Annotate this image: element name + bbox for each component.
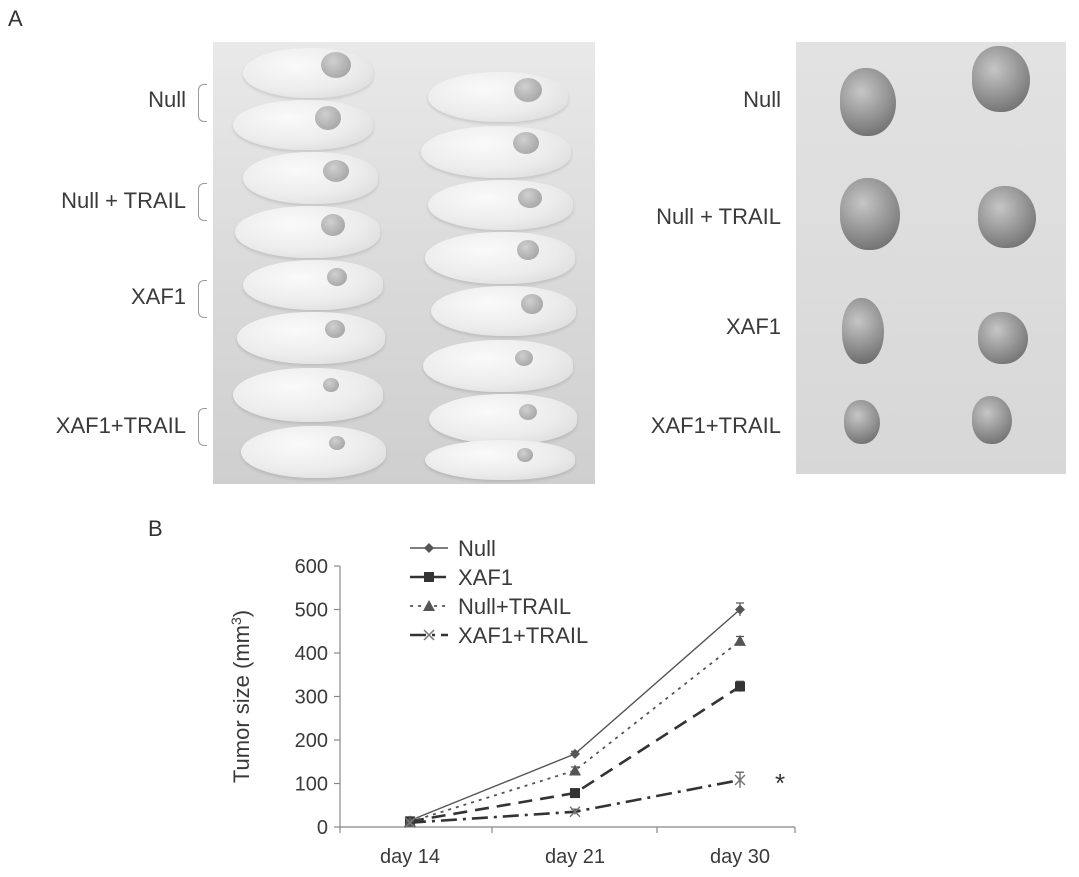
legend-marker <box>423 600 435 611</box>
legend-marker <box>424 572 434 582</box>
series-line-0 <box>409 608 741 822</box>
y-tick-label: 400 <box>295 643 328 665</box>
tumor-label-xaf1: XAF1 <box>725 314 781 339</box>
y-tick-label: 0 <box>317 817 328 839</box>
x-tick-label: day 14 <box>380 846 440 868</box>
mouse <box>237 312 385 364</box>
tumor <box>840 178 900 250</box>
y-tick-label: 100 <box>295 774 328 796</box>
brace-xaf1-trail <box>198 408 207 446</box>
panel-b-label: B <box>148 516 163 541</box>
data-point <box>734 634 746 646</box>
tumor <box>978 312 1028 364</box>
mouse <box>243 260 383 310</box>
y-axis-label: Tumor size (mm3) <box>228 610 254 783</box>
mice-label-null-trail: Null + TRAIL <box>61 188 186 213</box>
mouse <box>235 206 380 258</box>
series-line-1 <box>409 685 741 823</box>
brace-null-trail <box>198 183 207 221</box>
mice-photo <box>213 42 595 484</box>
mice-label-xaf1-trail: XAF1+TRAIL <box>55 413 186 438</box>
x-tick-label: day 30 <box>710 846 770 868</box>
data-point <box>735 604 745 615</box>
data-point <box>405 816 415 827</box>
chart-legend: Null XAF1 Null+TRAIL XAF1+TRAIL <box>410 536 588 648</box>
x-tick-label: day 21 <box>545 846 605 868</box>
mouse <box>429 394 577 444</box>
brace-null <box>198 84 207 122</box>
legend-entry: Null <box>458 536 496 561</box>
mouse <box>423 340 573 392</box>
data-point <box>405 815 415 826</box>
data-point <box>569 764 581 776</box>
data-point <box>570 788 580 799</box>
data-point <box>569 806 581 818</box>
tumor <box>978 186 1036 248</box>
legend-marker <box>424 543 434 553</box>
mouse <box>243 48 373 98</box>
chart-series-lines: * <box>404 602 785 829</box>
tumor <box>844 400 880 444</box>
mice-label-xaf1: XAF1 <box>130 284 186 309</box>
data-point <box>404 815 416 827</box>
chart-axes: 0 100 200 300 400 500 600 day 14 day 21 day 30 Tum… <box>228 556 796 868</box>
tumor <box>840 68 896 136</box>
mouse <box>243 152 378 204</box>
data-point <box>404 817 416 829</box>
mouse <box>233 368 383 422</box>
mouse <box>233 100 373 150</box>
tumor <box>842 298 884 364</box>
y-tick-label: 500 <box>295 600 328 622</box>
y-tick-label: 300 <box>295 687 328 709</box>
mouse <box>431 286 576 336</box>
tumor-photo <box>796 42 1066 474</box>
data-point <box>734 774 746 786</box>
legend-entry: Null+TRAIL <box>458 594 571 619</box>
significance-annotation: * <box>775 768 785 798</box>
legend-entry: XAF1+TRAIL <box>458 623 588 648</box>
mouse <box>421 126 571 178</box>
mouse <box>428 180 573 230</box>
legend-marker <box>423 629 435 641</box>
y-tick-label: 200 <box>295 730 328 752</box>
series-line-3 <box>409 778 741 824</box>
mouse <box>425 440 575 480</box>
panel-a-label: A <box>8 6 23 31</box>
data-point <box>735 681 745 692</box>
tumor <box>972 46 1030 112</box>
tumor-label-null-trail: Null + TRAIL <box>656 204 781 229</box>
mouse <box>428 72 568 122</box>
data-point <box>570 748 580 759</box>
tumor <box>972 396 1012 444</box>
tumor-label-xaf1-trail: XAF1+TRAIL <box>650 413 781 438</box>
series-line-2 <box>409 640 741 823</box>
mouse <box>241 426 386 478</box>
mouse <box>425 232 575 284</box>
brace-xaf1 <box>198 280 207 318</box>
legend-entry: XAF1 <box>458 565 513 590</box>
tumor-label-null: Null <box>743 87 781 112</box>
y-tick-label: 600 <box>295 556 328 578</box>
mice-label-null: Null <box>148 87 186 112</box>
